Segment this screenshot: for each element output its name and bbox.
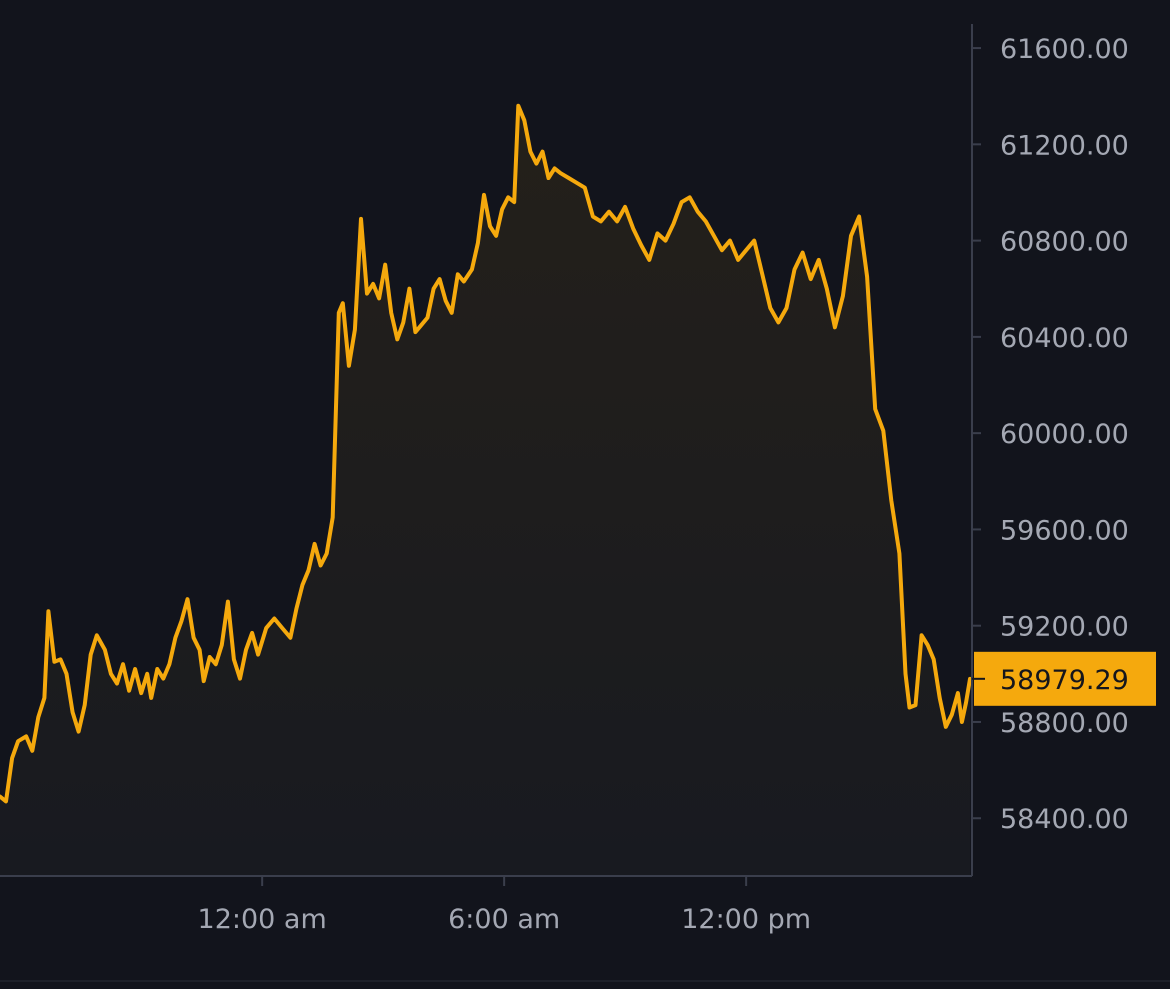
y-tick-label: 58400.00: [1000, 804, 1129, 835]
y-tick-label: 58800.00: [1000, 708, 1129, 739]
y-tick-label: 60000.00: [1000, 419, 1129, 450]
y-tick-label: 61200.00: [1000, 130, 1129, 161]
x-tick-label: 12:00 am: [198, 904, 327, 935]
x-tick-label: 12:00 pm: [681, 904, 811, 935]
y-tick-label: 60400.00: [1000, 323, 1129, 354]
price-area-fill: [0, 105, 970, 877]
current-price-tag: 58979.29: [972, 651, 1156, 706]
y-axis: 61600.00 61200.00 60800.00 60400.00 60000.00…: [971, 24, 1129, 876]
current-price-label: 58979.29: [1000, 665, 1129, 696]
price-line[interactable]: [0, 103, 972, 804]
x-axis: 12:00 am 6:00 am 12:00 pm: [0, 875, 1170, 982]
x-tick-label: 6:00 am: [448, 904, 560, 935]
y-tick-label: 59600.00: [1000, 515, 1129, 546]
y-tick-label: 61600.00: [1000, 34, 1129, 65]
y-tick-label: 59200.00: [1000, 612, 1129, 643]
y-tick-label: 60800.00: [1000, 227, 1129, 258]
price-tag-box: [974, 651, 1156, 706]
